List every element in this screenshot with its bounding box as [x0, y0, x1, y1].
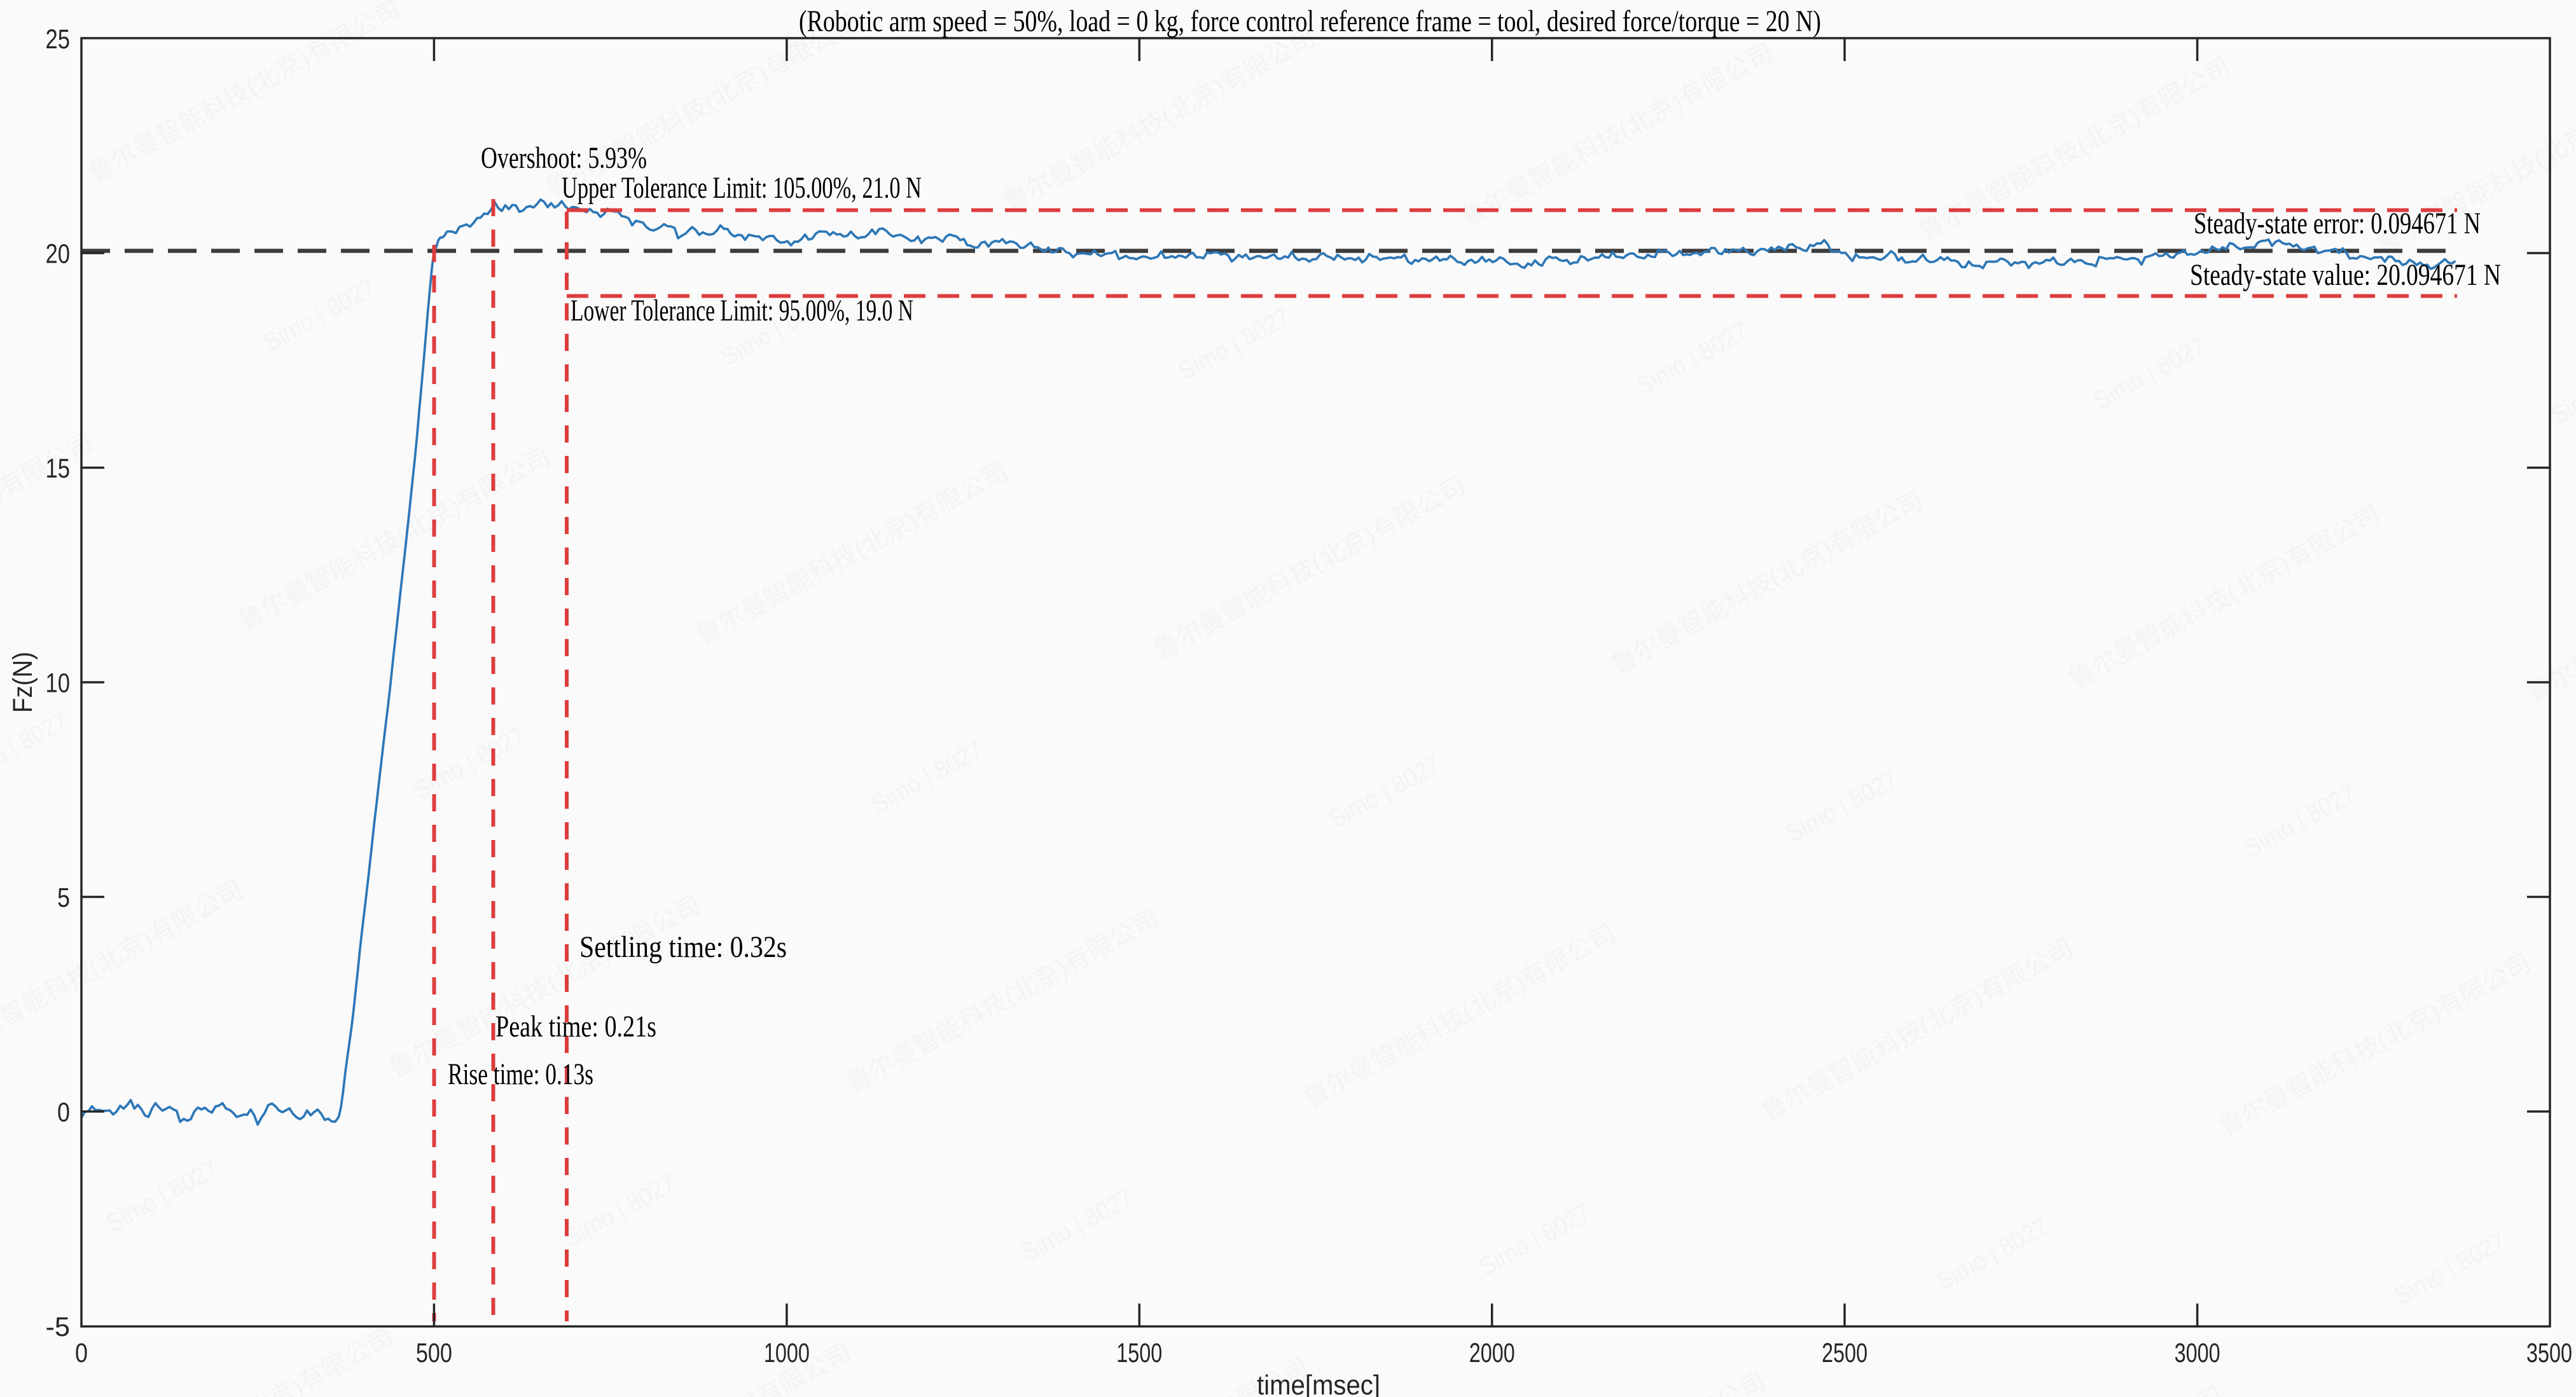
- svg-text:鲁尔曼智能科技(北京)有限公司: 鲁尔曼智能科技(北京)有限公司: [0, 876, 248, 1069]
- svg-text:0: 0: [75, 1338, 88, 1368]
- svg-text:Steady-state value: 20.094671: Steady-state value: 20.094671 N: [2190, 258, 2501, 292]
- svg-text:鲁尔曼智能科技(北京)有限公司: 鲁尔曼智能科技(北京)有限公司: [1450, 1367, 1771, 1397]
- svg-text:Settling time: 0.32s: Settling time: 0.32s: [579, 930, 787, 964]
- svg-text:Lower Tolerance Limit: 95.00%,: Lower Tolerance Limit: 95.00%, 19.0 N: [571, 294, 913, 327]
- svg-text:鲁尔曼智能科技(北京)有限公司: 鲁尔曼智能科技(北京)有限公司: [77, 1323, 398, 1397]
- svg-text:1000: 1000: [764, 1338, 810, 1368]
- svg-text:鲁尔曼智能科技(北京)有限公司: 鲁尔曼智能科技(北京)有限公司: [999, 24, 1320, 217]
- svg-text:25: 25: [46, 24, 71, 54]
- svg-text:2000: 2000: [1469, 1338, 1515, 1368]
- svg-text:鲁尔曼智能科技(北京)有限公司: 鲁尔曼智能科技(北京)有限公司: [691, 457, 1013, 650]
- svg-text:鲁尔曼智能科技(北京)有限公司: 鲁尔曼智能科技(北京)有限公司: [1907, 1382, 2228, 1397]
- svg-text:鲁尔曼智能科技(北京)有限公司: 鲁尔曼智能科技(北京)有限公司: [841, 905, 1163, 1098]
- svg-text:Upper Tolerance Limit: 105.00%: Upper Tolerance Limit: 105.00%, 21.0 N: [562, 171, 922, 205]
- svg-text:鲁尔曼智能科技(北京)有限公司: 鲁尔曼智能科技(北京)有限公司: [1757, 934, 2078, 1127]
- svg-text:鲁尔曼智能科技(北京)有限公司: 鲁尔曼智能科技(北京)有限公司: [1149, 472, 1470, 665]
- svg-text:Simo | 8027: Simo | 8027: [2390, 1227, 2510, 1311]
- svg-text:Rise time: 0.13s: Rise time: 0.13s: [448, 1057, 593, 1091]
- svg-text:10: 10: [46, 668, 71, 698]
- svg-text:2500: 2500: [1822, 1338, 1867, 1368]
- svg-text:(Robotic arm speed = 50%, load: (Robotic arm speed = 50%, load = 0 kg, f…: [799, 4, 1821, 38]
- svg-text:鲁尔曼智能科技(北京)有限公司: 鲁尔曼智能科技(北京)有限公司: [1607, 486, 1928, 679]
- svg-text:Steady-state error: 0.094671 N: Steady-state error: 0.094671 N: [2194, 207, 2481, 240]
- svg-text:Simo | 8027: Simo | 8027: [1631, 317, 1752, 401]
- svg-text:-5: -5: [46, 1312, 71, 1342]
- svg-text:3500: 3500: [2526, 1338, 2572, 1368]
- svg-text:0: 0: [57, 1098, 70, 1127]
- svg-text:1500: 1500: [1116, 1338, 1162, 1368]
- svg-text:500: 500: [416, 1338, 452, 1368]
- svg-text:15: 15: [46, 453, 71, 483]
- svg-text:Simo | 8027: Simo | 8027: [1174, 303, 1295, 386]
- svg-text:鲁尔曼智能科技(北京)有限公司: 鲁尔曼智能科技(北京)有限公司: [234, 443, 555, 636]
- svg-text:Simo | 8027: Simo | 8027: [102, 1154, 223, 1237]
- svg-text:Simo | 8027: Simo | 8027: [559, 1169, 680, 1252]
- svg-text:5: 5: [57, 883, 70, 912]
- svg-text:鲁尔曼智能科技(北京)有限公司: 鲁尔曼智能科技(北京)有限公司: [2521, 515, 2576, 708]
- svg-text:Simo | 8027: Simo | 8027: [1324, 750, 1445, 834]
- svg-text:鲁尔曼智能科技(北京)有限公司: 鲁尔曼智能科技(北京)有限公司: [1299, 919, 1621, 1113]
- svg-text:Simo | 8027: Simo | 8027: [2240, 780, 2360, 863]
- svg-text:Simo | 8027: Simo | 8027: [1474, 1198, 1595, 1281]
- svg-text:Simo | 8027: Simo | 8027: [2089, 332, 2210, 415]
- svg-text:鲁尔曼智能科技(北京)有限公司: 鲁尔曼智能科技(北京)有限公司: [84, 0, 405, 188]
- svg-text:Simo | 8027: Simo | 8027: [1017, 1183, 1138, 1267]
- svg-text:Simo | 8027: Simo | 8027: [1782, 765, 1902, 848]
- svg-text:Simo | 8027: Simo | 8027: [1932, 1213, 2053, 1296]
- svg-text:鲁尔曼智能科技(北京)有限公司: 鲁尔曼智能科技(北京)有限公司: [1457, 38, 1778, 231]
- svg-text:Overshoot: 5.93%: Overshoot: 5.93%: [481, 141, 647, 175]
- svg-text:3000: 3000: [2175, 1338, 2220, 1368]
- svg-text:鲁尔曼智能科技(北京)有限公司: 鲁尔曼智能科技(北京)有限公司: [1914, 53, 2235, 246]
- svg-text:Simo | 8027: Simo | 8027: [0, 706, 73, 790]
- svg-text:鲁尔曼智能科技(北京)有限公司: 鲁尔曼智能科技(北京)有限公司: [2064, 500, 2385, 694]
- svg-text:20: 20: [46, 239, 71, 269]
- svg-text:Peak time: 0.21s: Peak time: 0.21s: [495, 1010, 656, 1043]
- svg-text:time[msec]: time[msec]: [1257, 1370, 1380, 1397]
- svg-text:鲁尔曼智能科技(北京)有限公司: 鲁尔曼智能科技(北京)有限公司: [2214, 948, 2535, 1141]
- svg-text:Fz(N): Fz(N): [7, 652, 38, 713]
- svg-text:Simo | 8027: Simo | 8027: [867, 736, 988, 819]
- svg-text:Simo | 8027: Simo | 8027: [409, 721, 530, 804]
- svg-text:Simo | 8027: Simo | 8027: [259, 273, 380, 357]
